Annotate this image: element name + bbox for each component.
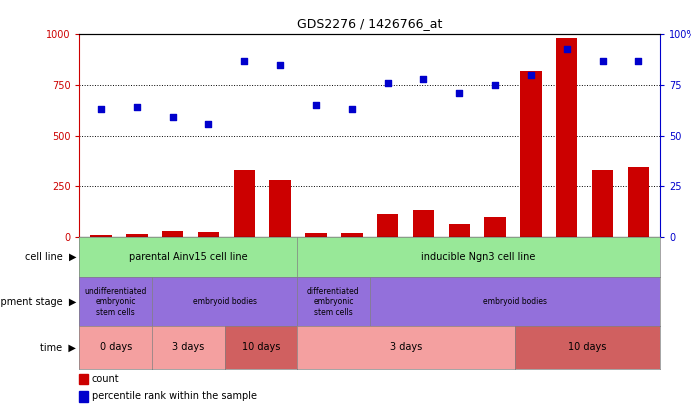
Bar <box>556 38 578 237</box>
Bar <box>91 235 112 237</box>
Text: count: count <box>91 374 119 384</box>
Text: embryoid bodies: embryoid bodies <box>483 297 547 306</box>
Point <box>274 62 285 68</box>
Text: percentile rank within the sample: percentile rank within the sample <box>91 391 256 401</box>
Point <box>310 102 321 109</box>
Point <box>525 72 536 78</box>
Point <box>597 58 608 64</box>
Text: time  ▶: time ▶ <box>40 342 76 352</box>
Point <box>203 120 214 127</box>
Point <box>95 106 106 113</box>
Text: differentiated
embryonic
stem cells: differentiated embryonic stem cells <box>307 287 360 317</box>
Bar <box>126 234 148 237</box>
Point <box>239 58 250 64</box>
Point <box>489 82 500 88</box>
Point <box>346 106 357 113</box>
Text: inducible Ngn3 cell line: inducible Ngn3 cell line <box>422 252 536 262</box>
Bar <box>484 217 506 237</box>
Bar <box>413 210 434 237</box>
Bar <box>79 391 88 402</box>
Bar <box>591 170 614 237</box>
Bar <box>79 374 88 384</box>
Bar <box>627 167 649 237</box>
Text: undifferentiated
embryonic
stem cells: undifferentiated embryonic stem cells <box>84 287 147 317</box>
Text: 3 days: 3 days <box>390 342 422 352</box>
Text: cell line  ▶: cell line ▶ <box>24 252 76 262</box>
Bar <box>448 224 470 237</box>
Text: parental Ainv15 cell line: parental Ainv15 cell line <box>129 252 247 262</box>
Text: 3 days: 3 days <box>172 342 205 352</box>
Point <box>131 104 142 111</box>
Bar <box>305 233 327 237</box>
Text: 10 days: 10 days <box>568 342 607 352</box>
Point <box>418 76 429 82</box>
Point <box>382 80 393 86</box>
Bar <box>377 214 398 237</box>
Bar <box>520 71 542 237</box>
Point <box>633 58 644 64</box>
Bar <box>162 231 183 237</box>
Text: embryoid bodies: embryoid bodies <box>193 297 256 306</box>
Point <box>167 114 178 121</box>
Bar <box>269 180 291 237</box>
Point <box>454 90 465 96</box>
Text: development stage  ▶: development stage ▶ <box>0 297 76 307</box>
Text: 0 days: 0 days <box>100 342 132 352</box>
Bar <box>234 170 255 237</box>
Bar <box>341 233 363 237</box>
Text: 10 days: 10 days <box>242 342 280 352</box>
Title: GDS2276 / 1426766_at: GDS2276 / 1426766_at <box>297 17 442 30</box>
Point <box>561 45 572 52</box>
Bar <box>198 232 219 237</box>
